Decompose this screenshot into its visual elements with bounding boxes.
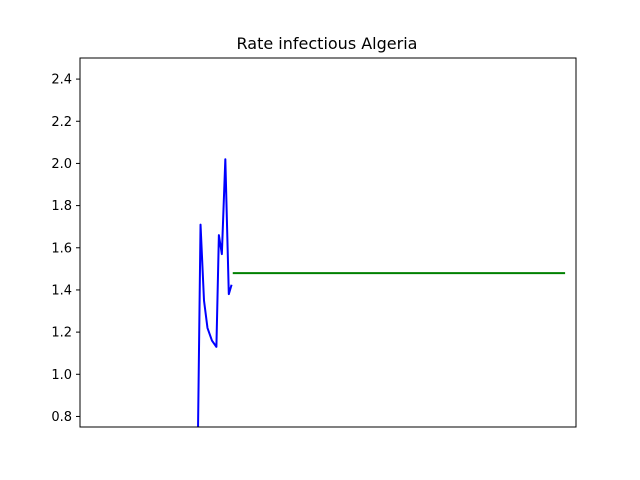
y-tick-label: 2.0 xyxy=(51,157,72,172)
y-tick-label: 2.4 xyxy=(51,73,72,88)
y-tick-label: 0.8 xyxy=(51,410,72,425)
y-tick-label: 1.6 xyxy=(51,241,72,256)
series-line-1 xyxy=(197,158,233,427)
chart-title: Rate infectious Algeria xyxy=(237,34,418,53)
y-tick-label: 1.0 xyxy=(51,368,72,383)
y-tick-label: 2.2 xyxy=(51,115,72,130)
axes-frame xyxy=(79,57,577,428)
y-tick-label: 1.4 xyxy=(51,283,72,298)
axes-layer: 0.8 1.0 1.2 1.4 1.6 1.8 2.0 2.2 2.4 xyxy=(51,57,577,428)
series-layer xyxy=(197,158,566,427)
y-tick-label: 1.8 xyxy=(51,199,72,214)
y-tick-label: 1.2 xyxy=(51,326,72,341)
plot-area xyxy=(80,58,576,427)
plot-background xyxy=(80,58,576,427)
